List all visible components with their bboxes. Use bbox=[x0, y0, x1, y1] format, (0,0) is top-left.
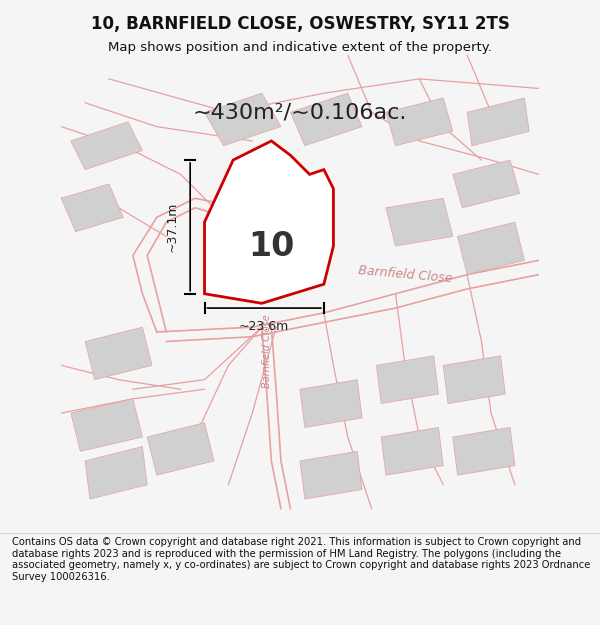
Text: Barnfield Close: Barnfield Close bbox=[358, 264, 452, 285]
Polygon shape bbox=[205, 141, 334, 303]
Text: 10, BARNFIELD CLOSE, OSWESTRY, SY11 2TS: 10, BARNFIELD CLOSE, OSWESTRY, SY11 2TS bbox=[91, 16, 509, 33]
Polygon shape bbox=[71, 122, 142, 169]
Polygon shape bbox=[85, 327, 152, 380]
Polygon shape bbox=[85, 446, 147, 499]
Polygon shape bbox=[71, 399, 142, 451]
Polygon shape bbox=[300, 380, 362, 428]
Polygon shape bbox=[300, 451, 362, 499]
Polygon shape bbox=[467, 98, 529, 146]
Text: 10: 10 bbox=[248, 229, 295, 262]
Polygon shape bbox=[290, 93, 362, 146]
Polygon shape bbox=[458, 222, 524, 274]
Polygon shape bbox=[443, 356, 505, 404]
Polygon shape bbox=[147, 422, 214, 475]
Polygon shape bbox=[381, 428, 443, 475]
Polygon shape bbox=[453, 160, 520, 208]
Polygon shape bbox=[376, 356, 439, 404]
Text: Contains OS data © Crown copyright and database right 2021. This information is : Contains OS data © Crown copyright and d… bbox=[12, 537, 590, 582]
Polygon shape bbox=[453, 428, 515, 475]
Text: Map shows position and indicative extent of the property.: Map shows position and indicative extent… bbox=[108, 41, 492, 54]
Text: ~430m²/~0.106ac.: ~430m²/~0.106ac. bbox=[193, 102, 407, 122]
Polygon shape bbox=[386, 98, 453, 146]
Polygon shape bbox=[61, 184, 124, 232]
Polygon shape bbox=[386, 198, 453, 246]
Polygon shape bbox=[205, 93, 281, 146]
Text: ~37.1m: ~37.1m bbox=[165, 202, 178, 252]
Text: ~23.6m: ~23.6m bbox=[239, 320, 289, 333]
Text: Barnfield Close: Barnfield Close bbox=[262, 314, 272, 388]
